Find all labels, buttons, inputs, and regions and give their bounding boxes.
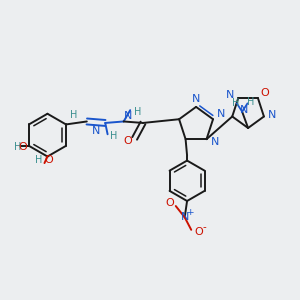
Text: N: N <box>226 90 234 100</box>
Text: N: N <box>192 94 200 104</box>
Text: O: O <box>124 136 133 146</box>
Text: H: H <box>35 155 42 165</box>
Text: O: O <box>166 198 174 208</box>
Text: N: N <box>181 212 189 222</box>
Text: H: H <box>134 107 142 117</box>
Text: N: N <box>217 109 226 119</box>
Text: H: H <box>232 98 239 108</box>
Text: N: N <box>92 125 100 136</box>
Text: -: - <box>203 222 206 233</box>
Text: O: O <box>18 142 27 152</box>
Text: N: N <box>124 110 132 121</box>
Text: O: O <box>260 88 269 98</box>
Text: H: H <box>110 131 118 141</box>
Text: N: N <box>268 110 276 120</box>
Text: N: N <box>240 105 249 115</box>
Text: H: H <box>14 142 21 152</box>
Text: H: H <box>248 97 255 107</box>
Text: H: H <box>70 110 78 120</box>
Text: O: O <box>45 155 53 165</box>
Text: +: + <box>186 208 194 217</box>
Text: O: O <box>194 227 203 237</box>
Text: N: N <box>211 137 219 147</box>
